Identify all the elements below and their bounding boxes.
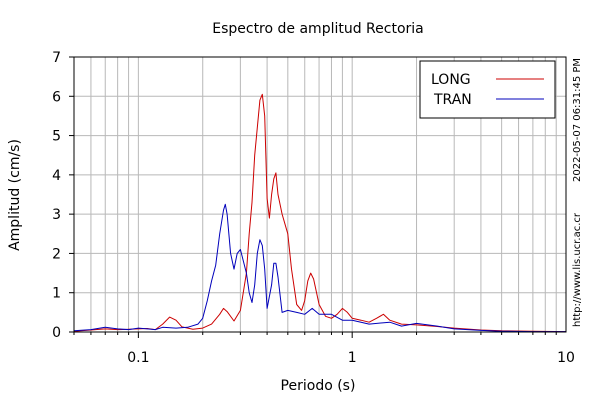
x-tick-label: 10 [557,350,575,366]
timestamp-text: 2022-05-07 06:31:45 PM [572,58,583,182]
series-line-tran [73,203,566,333]
y-tick-label: 7 [52,50,61,66]
y-tick-label: 2 [52,246,61,262]
legend-label-long: LONG [431,72,471,88]
grid [73,56,566,333]
plot-frame [73,56,567,333]
y-tick-label: 6 [52,89,61,105]
series-line-long [73,93,567,333]
y-tick-label: 1 [52,286,61,302]
ticks: 0 1 2 3 4 5 6 7 0.1 1 10 [52,50,575,366]
y-axis-label: Amplitud (cm/s) [7,139,23,251]
x-axis-label: Periodo (s) [281,378,356,394]
source-url-text: http://www.lis.ucr.ac.cr [572,212,583,327]
y-tick-label: 5 [52,129,61,145]
x-tick-label: 0.1 [127,350,149,366]
legend-box [419,60,556,119]
y-tick-label: 4 [52,168,61,184]
legend: LONG TRAN [419,60,556,119]
y-tick-label: 3 [52,207,61,223]
chart-title: Espectro de amplitud Rectoria [212,21,424,37]
x-tick-label: 1 [348,350,357,366]
series-layer [73,93,567,333]
legend-label-tran: TRAN [433,92,472,108]
y-tick-label: 0 [52,325,61,341]
